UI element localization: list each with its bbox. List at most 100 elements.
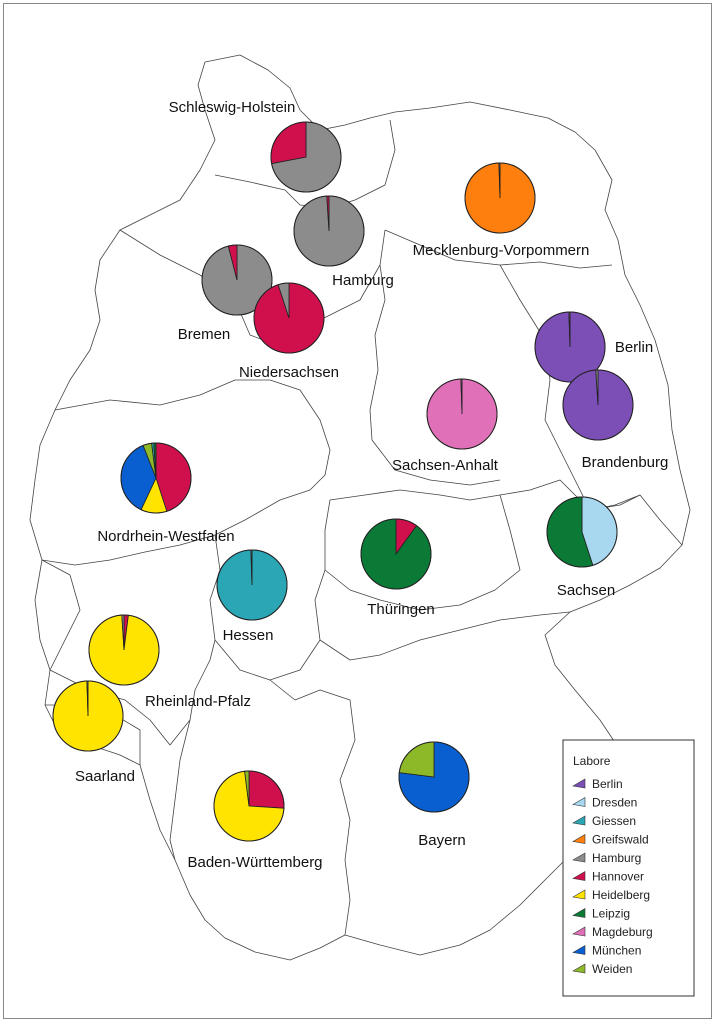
border-he <box>209 499 331 681</box>
pie-outline-sachsen-anhalt <box>426 378 498 450</box>
pie-outline-mecklenburg-vorpommern <box>464 162 536 234</box>
pie-outline-sachsen <box>546 496 618 568</box>
border-rp <box>41 559 216 746</box>
legend-item-magdeburg: Magdeburg <box>572 925 653 939</box>
pie-outline-bremen <box>201 244 273 316</box>
legend-item-giessen: Giessen <box>572 814 636 828</box>
state-label-nordrhein-westfalen: Nordrhein-Westfalen <box>97 528 234 545</box>
state-label-mecklenburg-vorpommern: Mecklenburg-Vorpommern <box>413 242 590 259</box>
legend-swatch-weiden <box>572 963 586 974</box>
pie-baden-wuerttemberg <box>213 770 285 842</box>
legend: Labore Berlin Dresden Giessen Greifswald Ham… <box>562 739 695 997</box>
pie-outline-brandenburg <box>562 369 634 441</box>
border-bw-west <box>169 719 191 861</box>
legend-swatch-heidelberg <box>572 889 586 900</box>
legend-swatch-leipzig <box>572 907 586 918</box>
pie-slice-bayern-weiden <box>398 741 435 778</box>
legend-swatch-berlin <box>572 778 586 789</box>
state-label-bayern: Bayern <box>418 832 466 849</box>
state-label-baden-wuerttemberg: Baden-Württemberg <box>187 854 322 871</box>
state-label-hamburg: Hamburg <box>332 272 394 289</box>
pie-outline-hamburg <box>293 195 365 267</box>
map-frame <box>3 3 712 1019</box>
pie-charts <box>52 121 634 842</box>
state-label-rheinland-pfalz: Rheinland-Pfalz <box>145 693 251 710</box>
legend-label-weiden: Weiden <box>592 962 632 976</box>
pie-hessen <box>216 549 288 621</box>
pie-outline-nordrhein-westfalen <box>120 442 192 514</box>
legend-label-dresden: Dresden <box>592 796 637 810</box>
border-bw-by <box>269 679 356 936</box>
legend-box <box>562 739 695 997</box>
legend-swatch-hamburg <box>572 852 586 863</box>
state-label-brandenburg: Brandenburg <box>582 454 669 471</box>
state-label-berlin: Berlin <box>615 339 653 356</box>
pie-outline-berlin <box>534 311 606 383</box>
legend-item-muenchen: München <box>572 944 641 958</box>
legend-label-leipzig: Leipzig <box>592 907 630 921</box>
state-label-sachsen-anhalt: Sachsen-Anhalt <box>392 457 499 474</box>
pie-outline-baden-wuerttemberg <box>213 770 285 842</box>
pie-slice-schleswig-holstein-hannover <box>270 121 307 165</box>
border-st-west <box>369 264 501 486</box>
legend-label-hamburg: Hamburg <box>592 851 641 865</box>
germany-outline <box>29 54 691 961</box>
legend-item-heidelberg: Heidelberg <box>572 888 650 902</box>
legend-swatch-dresden <box>572 796 586 807</box>
legend-label-berlin: Berlin <box>592 777 623 791</box>
pie-outline-saarland <box>52 680 124 752</box>
legend-swatch-muenchen <box>572 944 586 955</box>
border-by-north <box>319 611 571 661</box>
legend-items: Berlin Dresden Giessen Greifswald Hamburg Han… <box>572 777 653 976</box>
legend-title: Labore <box>573 754 611 768</box>
state-label-schleswig-holstein: Schleswig-Holstein <box>169 99 296 116</box>
pie-thueringen <box>360 518 432 590</box>
state-label-sachsen: Sachsen <box>557 582 615 599</box>
legend-label-giessen: Giessen <box>592 814 636 828</box>
pie-bremen <box>201 244 273 316</box>
legend-swatch-magdeburg <box>572 926 586 937</box>
legend-swatch-greifswald <box>572 833 586 844</box>
pie-outline-thueringen <box>360 518 432 590</box>
pie-berlin <box>534 311 606 383</box>
pie-schleswig-holstein <box>270 121 342 193</box>
legend-item-hamburg: Hamburg <box>572 851 641 865</box>
legend-swatch-giessen <box>572 815 586 826</box>
legend-label-heidelberg: Heidelberg <box>592 888 650 902</box>
pie-saarland <box>52 680 124 752</box>
border-th <box>324 489 521 611</box>
legend-label-hannover: Hannover <box>592 870 644 884</box>
pie-outline-bayern <box>398 741 470 813</box>
legend-item-berlin: Berlin <box>572 777 623 791</box>
legend-item-hannover: Hannover <box>572 870 644 884</box>
pie-niedersachsen <box>253 282 325 354</box>
pie-brandenburg <box>562 369 634 441</box>
pie-bayern <box>398 741 470 813</box>
legend-label-magdeburg: Magdeburg <box>592 925 653 939</box>
legend-swatch-hannover <box>572 870 586 881</box>
pie-rheinland-pfalz <box>88 614 160 686</box>
pie-nordrhein-westfalen <box>120 442 192 514</box>
pie-sachsen-anhalt <box>426 378 498 450</box>
pie-slice-baden-wuerttemberg-hannover <box>248 770 285 809</box>
pie-sachsen <box>546 496 618 568</box>
pie-mecklenburg-vorpommern <box>464 162 536 234</box>
state-label-saarland: Saarland <box>75 768 135 785</box>
pie-outline-rheinland-pfalz <box>88 614 160 686</box>
legend-item-greifswald: Greifswald <box>572 833 649 847</box>
state-label-niedersachsen: Niedersachsen <box>239 364 339 381</box>
pie-hamburg <box>293 195 365 267</box>
border-nrw <box>41 379 331 566</box>
legend-label-muenchen: München <box>592 944 641 958</box>
state-label-bremen: Bremen <box>178 326 231 343</box>
legend-label-greifswald: Greifswald <box>592 833 649 847</box>
legend-item-leipzig: Leipzig <box>572 907 630 921</box>
pie-outline-niedersachsen <box>253 282 325 354</box>
pie-outline-hessen <box>216 549 288 621</box>
legend-item-dresden: Dresden <box>572 796 637 810</box>
pie-outline-schleswig-holstein <box>270 121 342 193</box>
state-label-thueringen: Thüringen <box>367 601 435 618</box>
state-labels: Schleswig-Holstein Hamburg Mecklenburg-Vor… <box>75 99 668 871</box>
legend-item-weiden: Weiden <box>572 962 632 976</box>
